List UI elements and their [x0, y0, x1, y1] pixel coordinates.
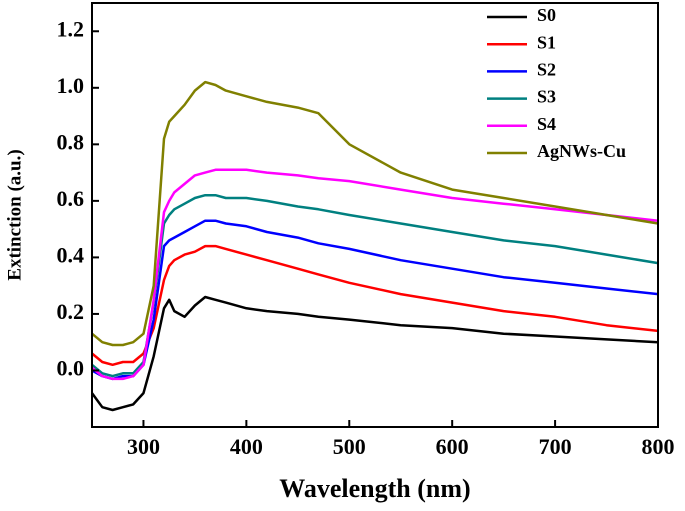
legend-label: S4 [537, 114, 556, 134]
y-axis-label: Extinction (a.u.) [4, 149, 25, 280]
x-tick-label: 700 [539, 434, 572, 459]
data-line [90, 295, 659, 412]
legend-label: AgNWs-Cu [537, 141, 626, 161]
y-tick-label: 1.2 [57, 16, 85, 41]
y-tick-label: 0.6 [57, 186, 85, 211]
y-tick-label: 0.4 [57, 242, 85, 267]
y-tick-label: 0.0 [57, 356, 85, 381]
x-tick-label: 500 [333, 434, 366, 459]
legend-label: S0 [537, 5, 556, 25]
data-line [91, 80, 659, 347]
x-tick-label: 600 [436, 434, 469, 459]
x-tick-label: 400 [230, 434, 263, 459]
legend-label: S2 [537, 60, 556, 80]
plot-frame [91, 2, 659, 428]
y-tick-label: 0.8 [57, 129, 85, 154]
x-tick-label: 300 [127, 434, 160, 459]
legend-label: S1 [537, 32, 556, 52]
x-tick-label: 800 [642, 434, 675, 459]
data-line [91, 219, 659, 381]
legend-label: S3 [537, 87, 556, 107]
data-line [91, 168, 659, 381]
y-tick-label: 0.2 [57, 299, 85, 324]
x-axis-label: Wavelength (nm) [279, 474, 470, 503]
data-line [91, 193, 659, 378]
y-tick-label: 1.0 [57, 73, 85, 98]
data-line [91, 244, 659, 367]
